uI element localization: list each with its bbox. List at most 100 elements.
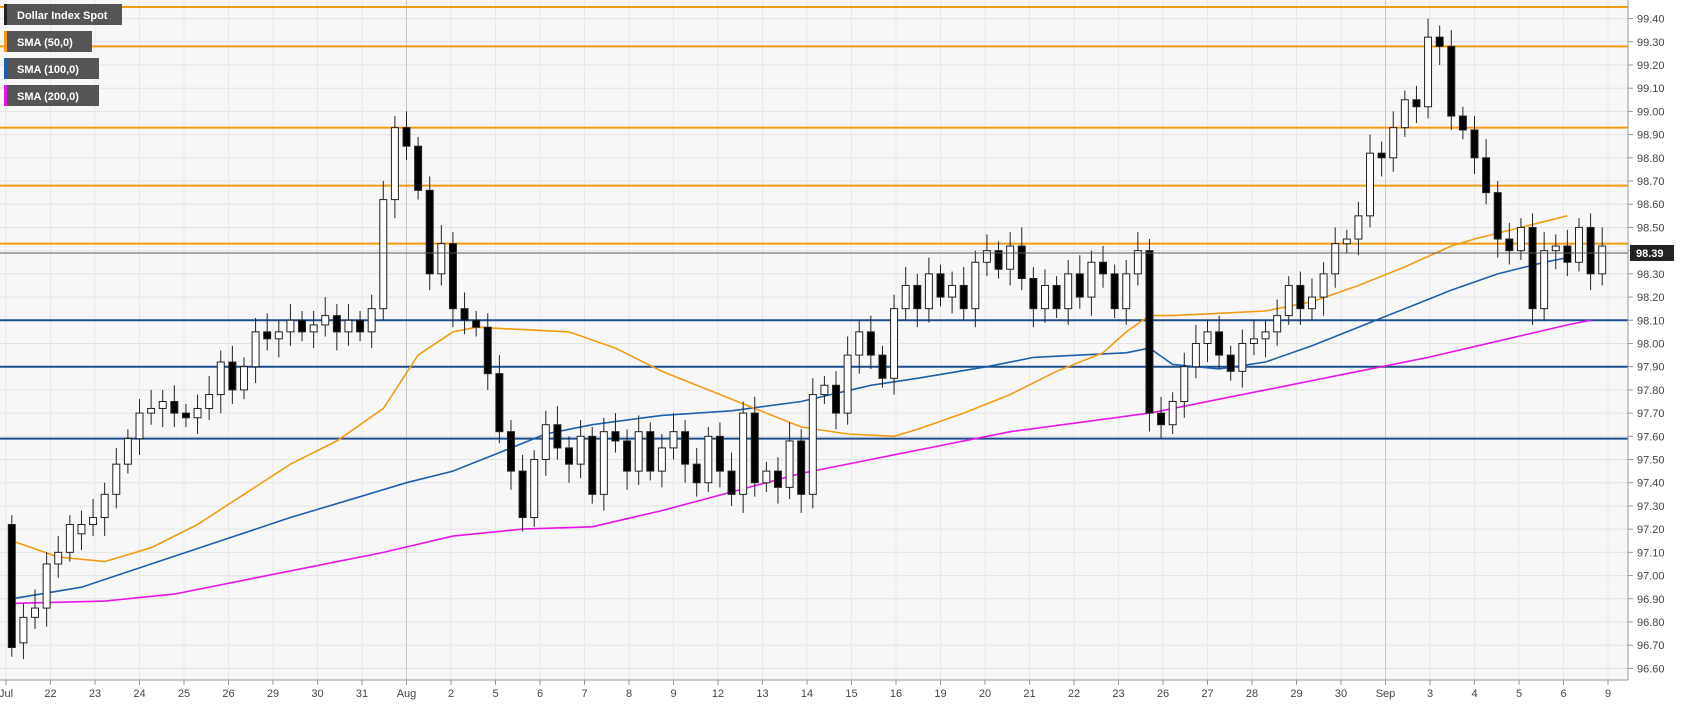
candle-up [1133,250,1142,275]
candle-up [1180,366,1189,403]
candle-down [1493,192,1502,240]
x-tick-label: 12 [712,688,724,700]
x-tick-label: Jul [0,688,13,700]
x-tick-label: 8 [626,688,632,700]
candle-up [77,524,86,535]
sma-100-line [11,256,1568,600]
legend-box [4,4,122,25]
y-tick-label: 98.90 [1637,130,1665,142]
y-tick-label: 98.60 [1637,199,1665,211]
candle-down [1157,412,1166,426]
x-axis: Jul 22 23 24 25 26 29 30 31 Aug 2 5 6 7 8 9 12 13 14 15 16 19… [0,679,1628,700]
candle-down [1029,277,1038,310]
candle-up [158,401,167,409]
candle-down [181,412,190,419]
plot-area [0,0,1628,680]
legend-label: Dollar Index Spot [17,10,108,22]
y-tick-label: 99.30 [1637,37,1665,49]
candle-up [1424,36,1433,108]
candle-up [1307,296,1316,310]
candle-up [669,431,678,449]
x-tick-label: 13 [756,688,768,700]
candle-down [506,431,515,472]
candle-down [1435,36,1444,47]
candle-down [623,440,632,472]
x-tick-label: 4 [1471,688,1477,700]
y-tick-label: 97.30 [1637,501,1665,513]
candle-up [576,435,585,465]
y-tick-label: 97.00 [1637,571,1665,583]
candle-up [971,261,980,310]
candle-down [425,189,434,275]
x-tick-label: 29 [1290,688,1302,700]
y-tick-label: 97.70 [1637,408,1665,420]
candle-up [1331,243,1340,275]
legend-label: SMA (100,0) [17,64,79,76]
last-price-badge [1630,244,1674,261]
candle-up [1551,245,1560,252]
y-tick-label: 97.50 [1637,455,1665,467]
candle-down [460,308,469,321]
legend: Dollar Index Spot SMA (50,0) SMA (100,0) SM… [4,4,122,106]
candle-down [878,354,887,379]
candle-up [1191,342,1200,368]
candle-down [1505,238,1514,252]
candle-down [170,401,179,414]
candle-up [205,394,214,409]
candle-down [1412,99,1421,108]
candle-down [1296,284,1305,310]
legend-box [4,31,92,52]
candle-up [890,308,899,379]
y-tick-label: 98.30 [1637,269,1665,281]
candle-up [657,447,666,472]
candle-down [1563,245,1572,263]
candle-down [959,284,968,310]
candle-up [19,616,28,644]
y-tick-label: 97.90 [1637,362,1665,374]
candle-up [855,331,864,356]
candle-down [1226,354,1235,372]
candle-up [924,273,933,310]
candle-up [367,308,376,333]
candlesticks [7,18,1607,660]
x-tick-label: 27 [1201,688,1213,700]
candle-up [1249,338,1258,344]
candle-down [797,440,806,495]
x-tick-label: 24 [133,688,145,700]
legend-swatch [4,4,7,25]
candle-down [1110,273,1119,310]
candle-down [773,470,782,488]
candle-down [1470,129,1479,159]
candle-down [715,435,724,472]
y-tick-label: 99.00 [1637,106,1665,118]
candle-down [553,424,562,449]
y-tick-label: 98.00 [1637,338,1665,350]
x-tick-label: 22 [44,688,56,700]
y-tick-label: 98.20 [1637,292,1665,304]
x-tick-label: 25 [178,688,190,700]
y-tick-label: 98.50 [1637,222,1665,234]
candle-down [228,361,237,391]
candle-up [89,517,98,526]
x-tick-label: 26 [1157,688,1169,700]
candle-up [1366,152,1375,217]
legend-swatch [4,31,7,52]
candle-down [832,384,841,414]
x-tick-label: 30 [1335,688,1347,700]
x-tick-label: 16 [890,688,902,700]
candle-up [1284,284,1293,317]
candle-down [681,431,690,465]
legend-label: SMA (50,0) [17,37,73,49]
candle-down [414,145,423,191]
candle-up [112,463,121,495]
candle-up [42,563,51,609]
candle-down [994,250,1003,270]
candle-up [216,361,225,396]
candle-up [147,407,156,414]
candle-down [356,319,365,333]
candle-down [518,470,527,519]
y-tick-label: 99.20 [1637,60,1665,72]
y-axis: 96.60 96.70 96.80 96.90 97.00 97.10 97.20 97.30… [1627,0,1665,680]
y-tick-label: 97.60 [1637,431,1665,443]
